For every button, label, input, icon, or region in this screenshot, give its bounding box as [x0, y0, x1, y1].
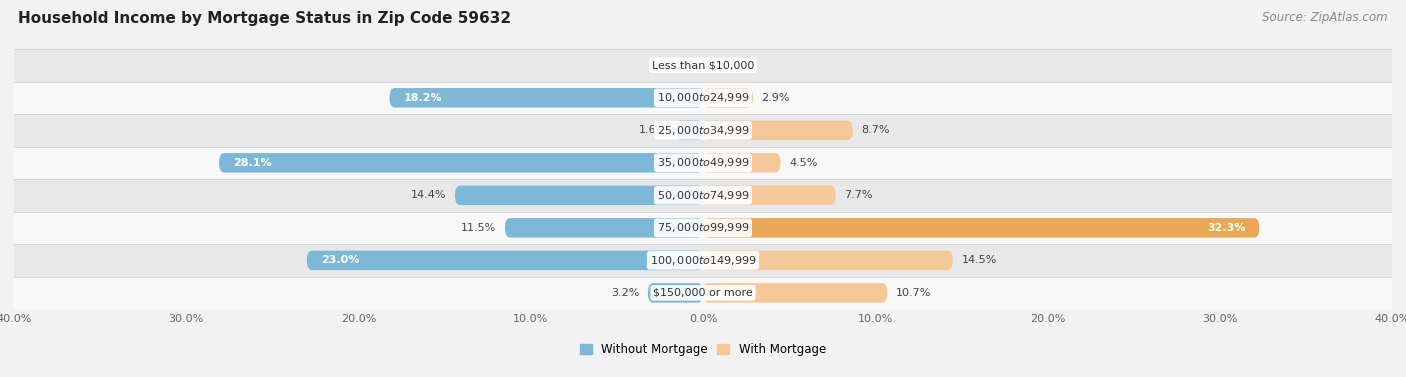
- Bar: [14, 277, 1392, 309]
- Text: $100,000 to $149,999: $100,000 to $149,999: [650, 254, 756, 267]
- Text: 10.7%: 10.7%: [896, 288, 931, 298]
- Text: $75,000 to $99,999: $75,000 to $99,999: [657, 221, 749, 234]
- Bar: [14, 81, 1392, 114]
- Text: 28.1%: 28.1%: [233, 158, 271, 168]
- FancyBboxPatch shape: [505, 218, 703, 238]
- Bar: [14, 211, 1392, 244]
- FancyBboxPatch shape: [389, 88, 703, 107]
- Text: $150,000 or more: $150,000 or more: [654, 288, 752, 298]
- Bar: [14, 49, 1392, 81]
- Bar: [14, 244, 1392, 277]
- Bar: [14, 114, 1392, 147]
- FancyBboxPatch shape: [703, 121, 853, 140]
- FancyBboxPatch shape: [307, 251, 703, 270]
- Text: 0.0%: 0.0%: [711, 60, 740, 70]
- FancyBboxPatch shape: [219, 153, 703, 173]
- Text: $50,000 to $74,999: $50,000 to $74,999: [657, 189, 749, 202]
- Bar: [14, 147, 1392, 179]
- Legend: Without Mortgage, With Mortgage: Without Mortgage, With Mortgage: [575, 338, 831, 360]
- Text: 8.7%: 8.7%: [862, 125, 890, 135]
- Text: 4.5%: 4.5%: [789, 158, 817, 168]
- Text: 1.6%: 1.6%: [638, 125, 666, 135]
- FancyBboxPatch shape: [703, 153, 780, 173]
- Text: 7.7%: 7.7%: [844, 190, 873, 200]
- Text: Less than $10,000: Less than $10,000: [652, 60, 754, 70]
- FancyBboxPatch shape: [456, 185, 703, 205]
- FancyBboxPatch shape: [675, 121, 703, 140]
- Text: 3.2%: 3.2%: [610, 288, 640, 298]
- Text: 18.2%: 18.2%: [404, 93, 441, 103]
- Text: $35,000 to $49,999: $35,000 to $49,999: [657, 156, 749, 169]
- Text: $10,000 to $24,999: $10,000 to $24,999: [657, 91, 749, 104]
- FancyBboxPatch shape: [648, 283, 703, 303]
- Text: 32.3%: 32.3%: [1208, 223, 1246, 233]
- Bar: [14, 179, 1392, 211]
- Text: 23.0%: 23.0%: [321, 255, 359, 265]
- Text: 14.4%: 14.4%: [411, 190, 446, 200]
- Text: 14.5%: 14.5%: [962, 255, 997, 265]
- FancyBboxPatch shape: [703, 88, 754, 107]
- FancyBboxPatch shape: [703, 218, 1260, 238]
- Text: 0.0%: 0.0%: [666, 60, 695, 70]
- FancyBboxPatch shape: [703, 283, 887, 303]
- FancyBboxPatch shape: [703, 185, 835, 205]
- Text: 11.5%: 11.5%: [461, 223, 496, 233]
- Text: 2.9%: 2.9%: [762, 93, 790, 103]
- FancyBboxPatch shape: [703, 251, 953, 270]
- Text: Source: ZipAtlas.com: Source: ZipAtlas.com: [1263, 11, 1388, 24]
- Text: Household Income by Mortgage Status in Zip Code 59632: Household Income by Mortgage Status in Z…: [18, 11, 512, 26]
- Text: $25,000 to $34,999: $25,000 to $34,999: [657, 124, 749, 137]
